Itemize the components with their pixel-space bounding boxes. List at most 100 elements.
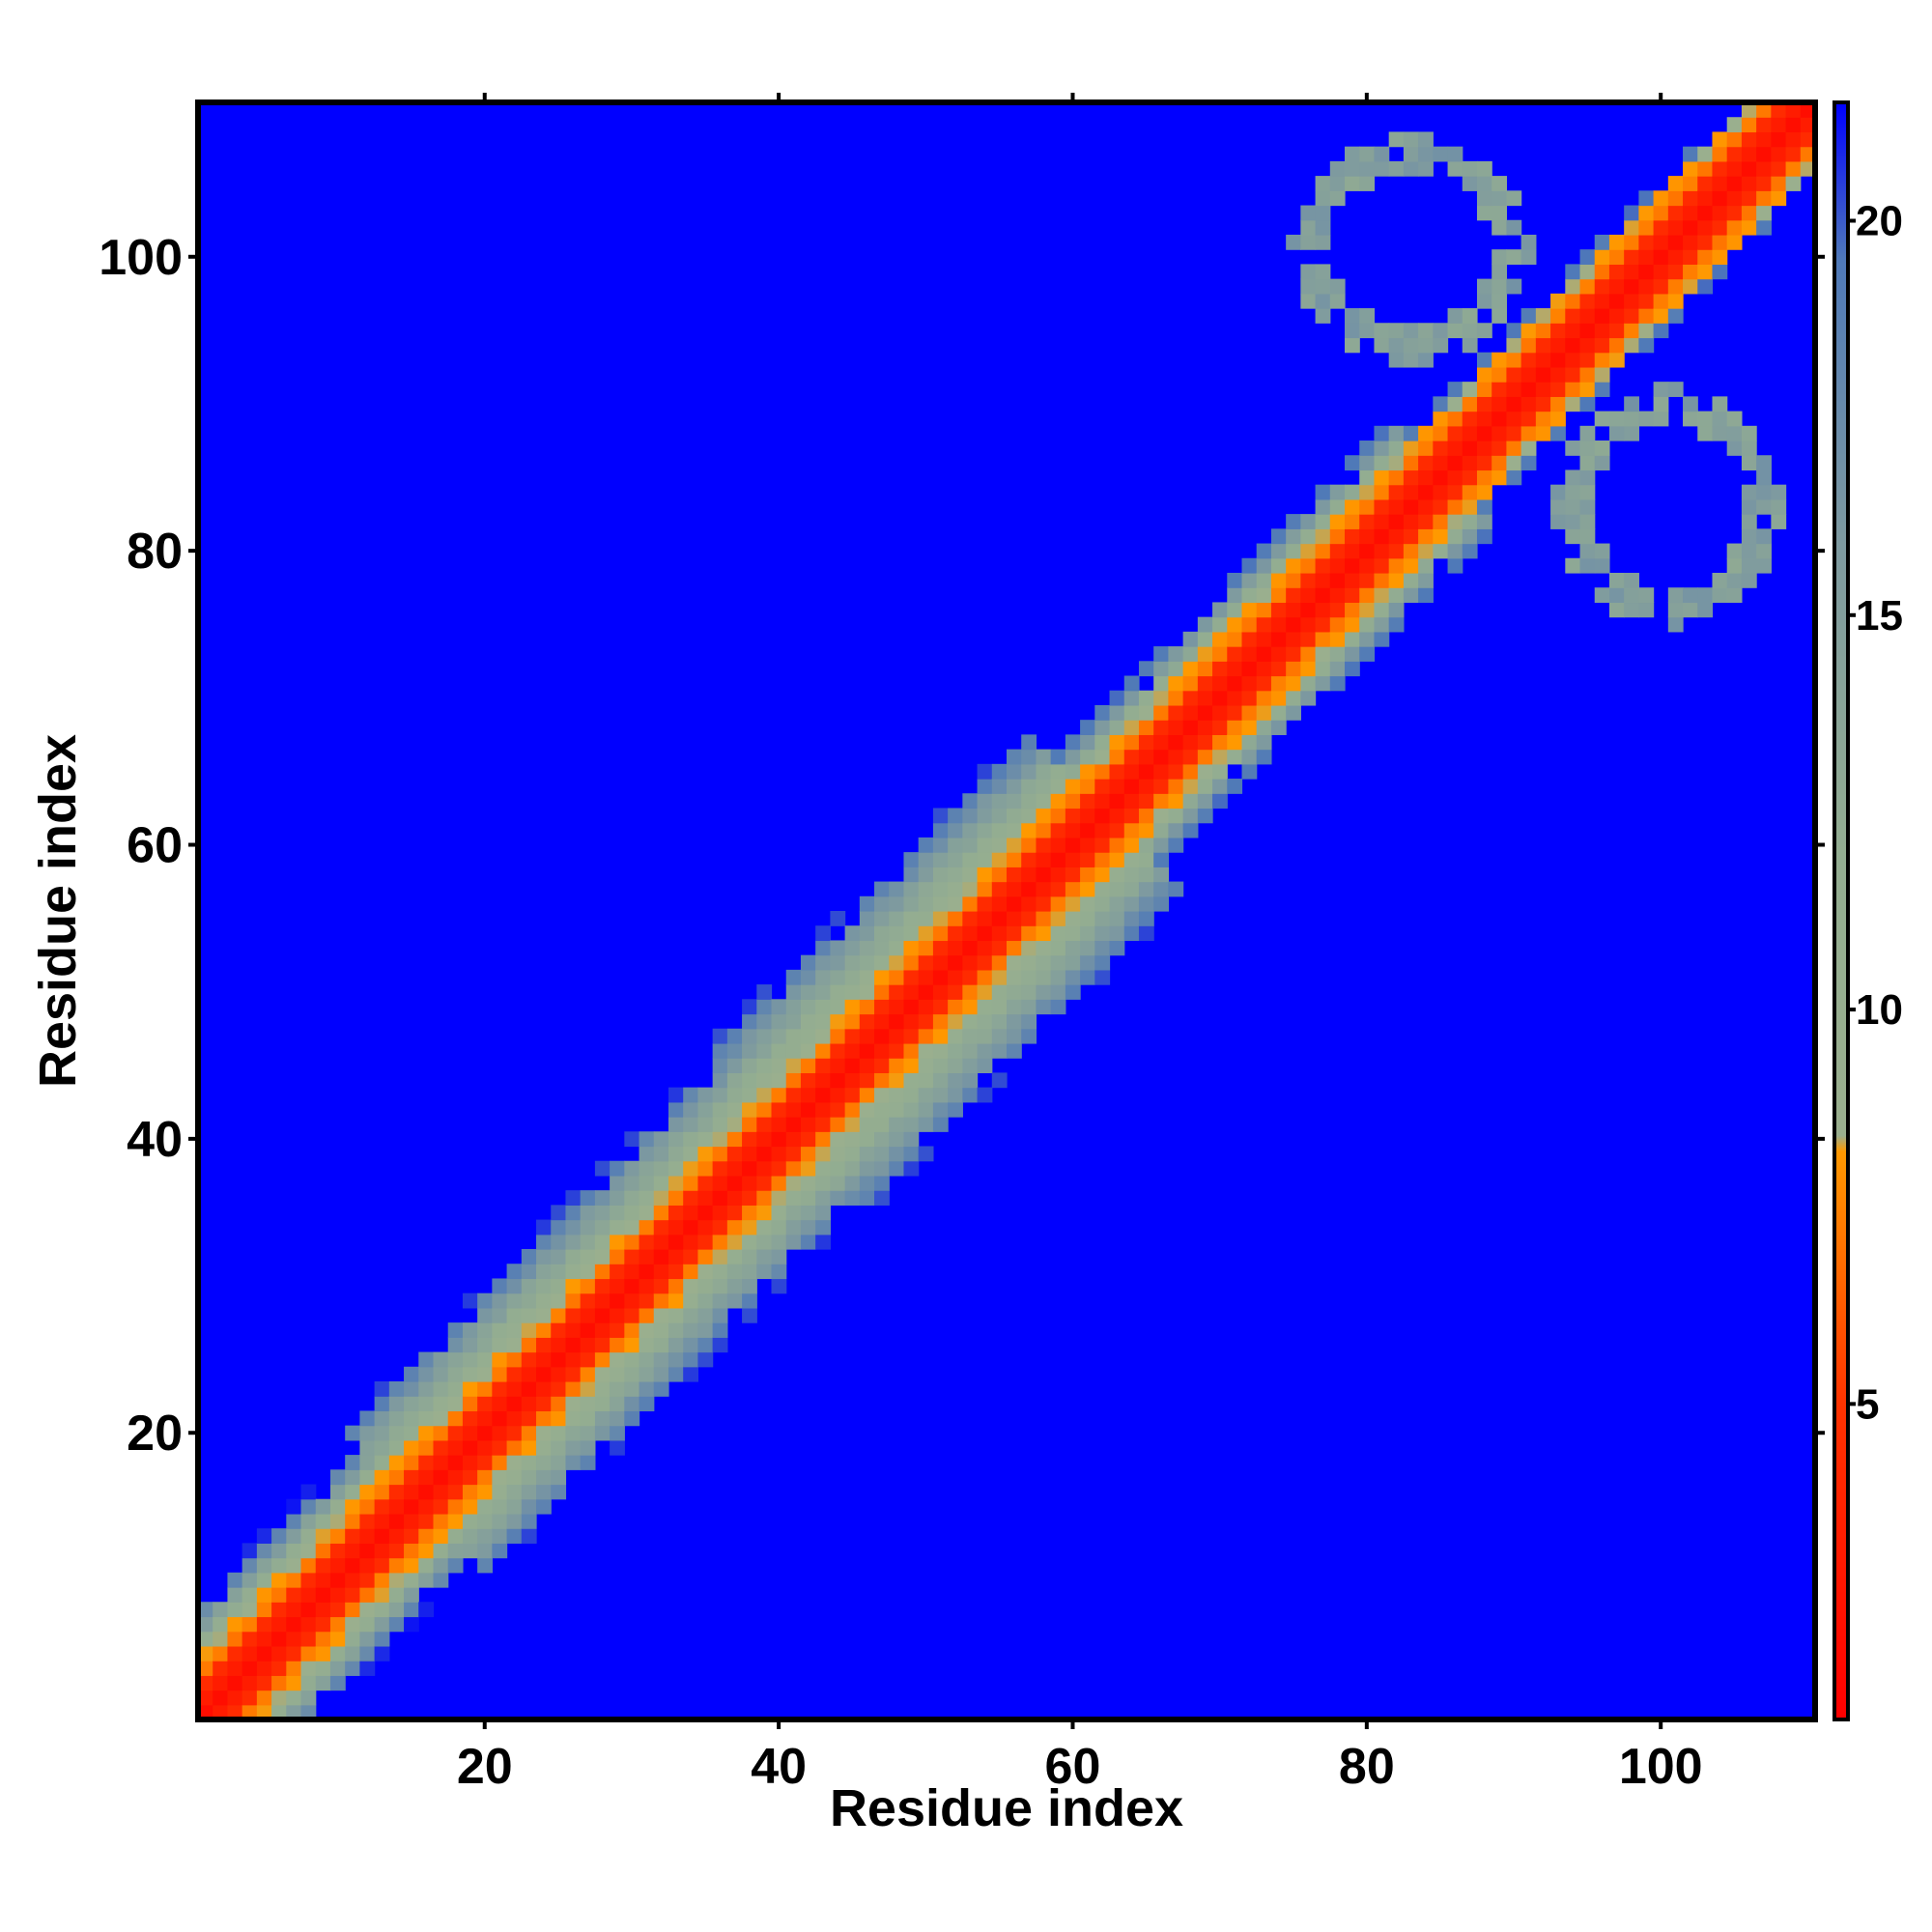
heatmap-cell [785, 1042, 802, 1059]
heatmap-cell [903, 940, 920, 956]
heatmap-cell [1094, 911, 1111, 926]
heatmap-cell [1520, 411, 1537, 427]
heatmap-cell [536, 1307, 552, 1323]
heatmap-cell [1123, 704, 1140, 721]
heatmap-cell [477, 1396, 493, 1412]
heatmap-cell [756, 1131, 773, 1148]
heatmap-cell [1608, 264, 1625, 280]
heatmap-cell [712, 1278, 728, 1294]
heatmap-cell [1624, 411, 1639, 427]
heatmap-cell [1476, 190, 1492, 207]
heatmap-cell [991, 940, 1008, 956]
heatmap-cell [639, 1322, 655, 1338]
heatmap-cell [594, 1190, 611, 1206]
heatmap-cell [1021, 999, 1037, 1015]
heatmap-cell [580, 1190, 596, 1206]
heatmap-cell [1447, 455, 1463, 471]
heatmap-cell [551, 1351, 567, 1368]
heatmap-cell [1212, 631, 1228, 647]
heatmap-cell [639, 1351, 655, 1368]
heatmap-cell [859, 925, 875, 942]
heatmap-cell [1182, 779, 1199, 794]
heatmap-cell [683, 1264, 699, 1280]
heatmap-cell [1036, 779, 1052, 794]
heatmap-cell [404, 1396, 419, 1412]
heatmap-cell [742, 1042, 757, 1059]
heatmap-cell [1476, 160, 1492, 177]
heatmap-cell [889, 1087, 905, 1103]
heatmap-cell [1036, 837, 1052, 853]
heatmap-cell [1094, 779, 1111, 794]
heatmap-cell [1080, 763, 1095, 780]
heatmap-cell [771, 1072, 787, 1089]
heatmap-cell [433, 1455, 449, 1470]
heatmap-cell [668, 1337, 684, 1353]
heatmap-cell [551, 1278, 567, 1294]
heatmap-cell [918, 867, 934, 883]
heatmap-cell [1138, 704, 1154, 721]
heatmap-cell [551, 1249, 567, 1264]
heatmap-cell [1138, 822, 1154, 838]
heatmap-cell [1080, 852, 1095, 867]
heatmap-cell [388, 1455, 405, 1470]
heatmap-cell [639, 1249, 655, 1264]
heatmap-cell [300, 1631, 317, 1647]
heatmap-cell [1506, 352, 1522, 368]
heatmap-cell [1374, 469, 1390, 486]
heatmap-cell [1050, 822, 1066, 838]
heatmap-cell [785, 1234, 802, 1250]
heatmap-cell [1520, 440, 1537, 456]
heatmap-cell [859, 969, 875, 985]
heatmap-cell [1050, 999, 1066, 1015]
heatmap-cell [1433, 484, 1449, 500]
heatmap-cell [374, 1645, 390, 1662]
heatmap-cell [815, 925, 831, 942]
heatmap-cell [785, 1013, 802, 1030]
heatmap-cell [889, 1072, 905, 1089]
heatmap-cell [1138, 763, 1154, 780]
heatmap-cell [726, 1264, 743, 1280]
heatmap-cell [1447, 498, 1463, 515]
heatmap-cell [1756, 160, 1772, 177]
heatmap-cell [1638, 337, 1655, 354]
heatmap-cell [1374, 323, 1390, 339]
heatmap-cell [1667, 219, 1684, 236]
heatmap-cell [1653, 411, 1669, 427]
heatmap-cell [1315, 308, 1331, 324]
heatmap-cell [1359, 543, 1376, 559]
heatmap-cell [1667, 602, 1684, 618]
heatmap-cell [668, 1322, 684, 1338]
heatmap-cell [213, 1602, 229, 1618]
heatmap-cell [653, 1249, 669, 1264]
heatmap-cell [1741, 543, 1757, 559]
x-axis: 20 40 60 80 100 [457, 93, 1703, 1795]
heatmap-cell [859, 999, 875, 1015]
heatmap-cell [1726, 543, 1743, 559]
heatmap-cell [300, 1616, 317, 1633]
heatmap-cell [1638, 205, 1655, 221]
heatmap-cell [1476, 514, 1492, 529]
heatmap-cell [1315, 557, 1331, 574]
heatmap-cell [551, 1205, 567, 1221]
heatmap-cell [874, 940, 890, 956]
heatmap-cell [1667, 382, 1684, 397]
heatmap-cell [742, 1249, 757, 1264]
heatmap-cell [859, 1175, 875, 1191]
heatmap-cell [1579, 249, 1596, 265]
heatmap-cell [1697, 234, 1714, 250]
heatmap-cell [697, 1219, 714, 1236]
heatmap-cell [1241, 690, 1258, 706]
heatmap-cell [1550, 498, 1566, 515]
heatmap-cell [683, 1101, 699, 1118]
heatmap-cell [1374, 440, 1390, 456]
heatmap-cell [712, 1190, 728, 1206]
heatmap-cell [418, 1380, 435, 1397]
heatmap-cell [1462, 440, 1478, 456]
heatmap-cell [594, 1366, 611, 1382]
heatmap-cell [918, 1072, 934, 1089]
heatmap-cell [374, 1455, 390, 1470]
heatmap-cell [948, 808, 963, 824]
heatmap-cell [345, 1645, 360, 1662]
heatmap-cell [345, 1469, 360, 1486]
heatmap-cell [1345, 308, 1360, 324]
